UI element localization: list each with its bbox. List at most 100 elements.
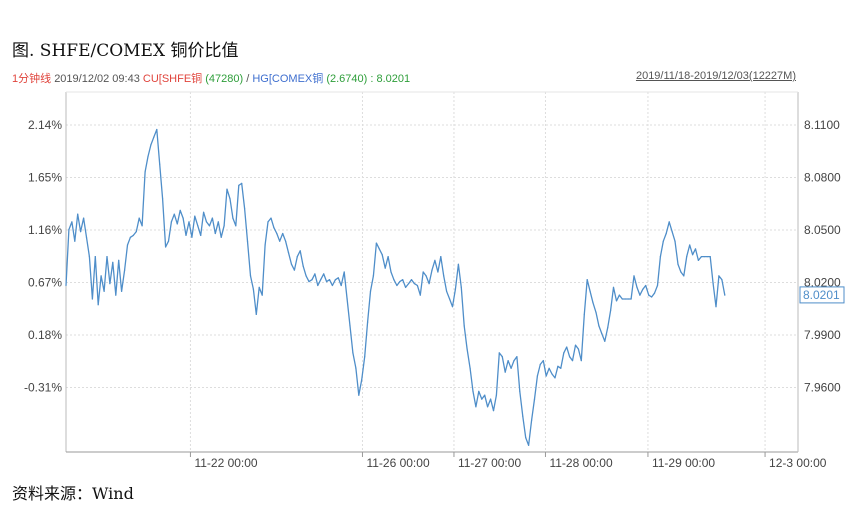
data-point [162,198,164,200]
data-point [431,269,433,271]
data-point [235,225,237,227]
data-point [352,352,354,354]
data-point [440,256,442,258]
source-note: 资料来源：Wind [12,484,134,503]
data-point [290,263,293,265]
data-point [510,367,512,369]
data-point [118,259,120,261]
data-point [463,325,465,327]
date-range-label[interactable]: 2019/11/18-2019/12/03(12227M) [635,70,796,82]
data-point [302,265,304,267]
data-point [320,279,322,281]
chart-frame [65,91,799,457]
data-point [261,294,263,296]
data-point [457,263,459,265]
data-point [182,217,184,219]
data-point [449,298,451,300]
right-tick-label: 7.9900 [804,328,841,342]
data-point [349,325,351,327]
data-point [255,313,257,315]
data-point [504,371,506,373]
data-point [569,356,571,358]
data-point [451,306,454,308]
data-point [232,217,234,219]
data-point [276,232,278,235]
data-point [513,360,515,362]
data-point [519,390,521,392]
data-point [413,283,415,285]
data-point [410,279,413,281]
data-point [328,279,331,281]
data-point [481,398,483,400]
data-point [74,240,76,242]
period-label[interactable]: 1分钟线 [12,73,52,85]
data-point [554,377,556,379]
data-point [88,256,90,258]
data-point [577,348,580,350]
right-tick-label: 8.1100 [804,118,840,132]
data-point [396,284,398,287]
data-point [361,379,363,381]
data-point [238,184,240,186]
data-point [208,225,211,227]
right-tick-label: 8.0200 [804,276,841,290]
data-point [156,128,158,131]
data-point [71,221,73,223]
chart-grid [66,92,798,452]
data-point [560,367,562,369]
data-point [446,290,448,292]
data-point [153,136,155,138]
data-point [551,373,553,375]
data-point [677,263,679,265]
data-point [185,234,187,236]
data-point [331,284,333,287]
data-point [454,288,456,290]
data-point [589,290,591,292]
data-point [355,367,357,369]
data-point [106,256,108,258]
data-point [267,221,269,223]
data-point [390,271,392,273]
data-point [557,365,559,367]
data-point [279,240,281,242]
data-point [545,375,547,377]
data-point [533,398,536,400]
data-point [203,211,205,213]
data-point [703,256,705,258]
data-point [571,360,574,362]
data-point [694,248,697,250]
data-point [475,406,477,408]
data-point [367,321,369,323]
data-point [525,437,527,439]
series1-label: CU[SHFE铜 [142,73,203,85]
data-point [165,246,167,248]
data-point [100,275,102,277]
data-point [507,360,509,362]
data-point [437,271,439,273]
data-point [252,288,254,290]
series1-value: (47280) [205,73,244,85]
data-point [656,284,659,287]
data-point [176,223,178,225]
data-point [91,298,93,300]
data-point [246,240,249,242]
data-point [249,275,252,277]
data-point [583,313,585,315]
data-point [194,215,196,217]
data-point [484,394,486,396]
data-point [317,284,319,287]
data-point [595,311,597,313]
data-point [539,363,541,365]
data-point [343,271,345,273]
data-point [211,217,213,219]
data-point [715,306,717,308]
data-point [422,271,424,273]
data-point [528,444,530,446]
data-point [308,281,310,283]
right-axis-ticks: 8.1100 8.0800 8.0500 8.0200 7.9900 7.9600 [804,118,841,395]
data-point [604,340,606,342]
data-point [214,232,216,235]
data-point [466,348,468,350]
data-point [405,286,407,288]
data-point [706,256,708,258]
